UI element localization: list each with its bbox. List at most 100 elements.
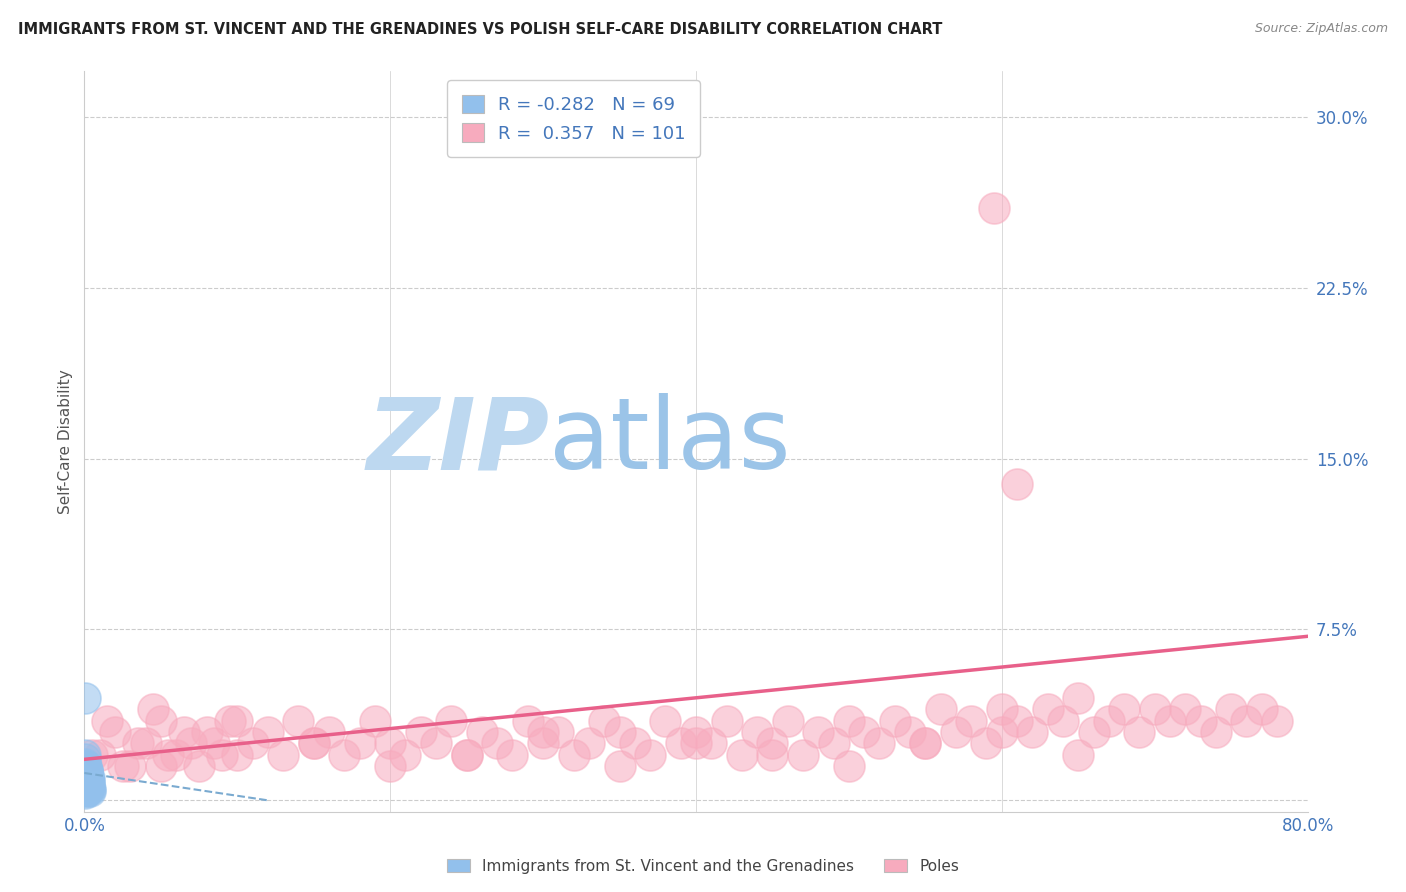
- Point: [242, 736, 264, 750]
- Point: [218, 714, 240, 728]
- Point: [165, 747, 187, 762]
- Point: [380, 736, 402, 750]
- Point: [792, 747, 814, 762]
- Point: [79, 784, 101, 798]
- Point: [75, 777, 97, 791]
- Text: atlas: atlas: [550, 393, 790, 490]
- Point: [180, 736, 202, 750]
- Point: [287, 714, 309, 728]
- Point: [976, 736, 998, 750]
- Point: [80, 747, 103, 762]
- Point: [1265, 714, 1288, 728]
- Point: [75, 771, 97, 785]
- Point: [823, 736, 845, 750]
- Point: [226, 747, 249, 762]
- Text: ZIP: ZIP: [366, 393, 550, 490]
- Point: [77, 781, 100, 796]
- Point: [75, 775, 97, 789]
- Point: [318, 725, 340, 739]
- Point: [609, 759, 631, 773]
- Point: [75, 772, 97, 787]
- Point: [1005, 476, 1028, 491]
- Point: [440, 714, 463, 728]
- Point: [562, 747, 585, 762]
- Point: [75, 752, 97, 766]
- Point: [89, 747, 111, 762]
- Point: [76, 780, 98, 794]
- Point: [838, 759, 860, 773]
- Point: [609, 725, 631, 739]
- Point: [761, 747, 783, 762]
- Point: [1021, 725, 1043, 739]
- Point: [1083, 725, 1105, 739]
- Point: [76, 764, 98, 778]
- Point: [425, 736, 447, 750]
- Point: [76, 777, 98, 791]
- Point: [76, 772, 98, 787]
- Point: [531, 736, 554, 750]
- Point: [302, 736, 325, 750]
- Point: [75, 787, 97, 801]
- Point: [173, 725, 195, 739]
- Point: [77, 771, 100, 785]
- Point: [1205, 725, 1227, 739]
- Point: [1067, 747, 1090, 762]
- Point: [111, 759, 134, 773]
- Point: [149, 714, 172, 728]
- Point: [1143, 702, 1166, 716]
- Point: [257, 725, 280, 739]
- Point: [409, 725, 432, 739]
- Point: [776, 714, 799, 728]
- Point: [685, 736, 707, 750]
- Point: [75, 777, 97, 791]
- Point: [983, 201, 1005, 215]
- Point: [578, 736, 600, 750]
- Point: [838, 714, 860, 728]
- Point: [75, 775, 97, 789]
- Point: [960, 714, 983, 728]
- Point: [716, 714, 738, 728]
- Point: [75, 690, 97, 705]
- Point: [202, 736, 225, 750]
- Point: [654, 714, 676, 728]
- Point: [547, 725, 569, 739]
- Point: [75, 780, 97, 794]
- Point: [364, 714, 387, 728]
- Point: [77, 780, 100, 794]
- Point: [869, 736, 891, 750]
- Point: [271, 747, 294, 762]
- Point: [75, 780, 97, 794]
- Point: [75, 772, 97, 787]
- Point: [76, 768, 98, 782]
- Point: [188, 759, 211, 773]
- Point: [700, 736, 723, 750]
- Point: [456, 747, 478, 762]
- Point: [75, 777, 97, 791]
- Point: [75, 772, 97, 787]
- Point: [76, 780, 98, 794]
- Point: [761, 736, 783, 750]
- Text: Source: ZipAtlas.com: Source: ZipAtlas.com: [1254, 22, 1388, 36]
- Point: [991, 725, 1014, 739]
- Point: [75, 784, 97, 798]
- Point: [914, 736, 936, 750]
- Point: [929, 702, 952, 716]
- Point: [75, 771, 97, 785]
- Point: [127, 736, 149, 750]
- Point: [1128, 725, 1150, 739]
- Point: [945, 725, 967, 739]
- Point: [302, 736, 325, 750]
- Point: [75, 780, 97, 794]
- Point: [471, 725, 494, 739]
- Point: [731, 747, 754, 762]
- Point: [75, 775, 97, 789]
- Point: [79, 781, 101, 796]
- Point: [1114, 702, 1136, 716]
- Point: [380, 759, 402, 773]
- Point: [1005, 714, 1028, 728]
- Point: [991, 702, 1014, 716]
- Point: [1067, 690, 1090, 705]
- Point: [75, 761, 97, 775]
- Point: [502, 747, 524, 762]
- Point: [853, 725, 876, 739]
